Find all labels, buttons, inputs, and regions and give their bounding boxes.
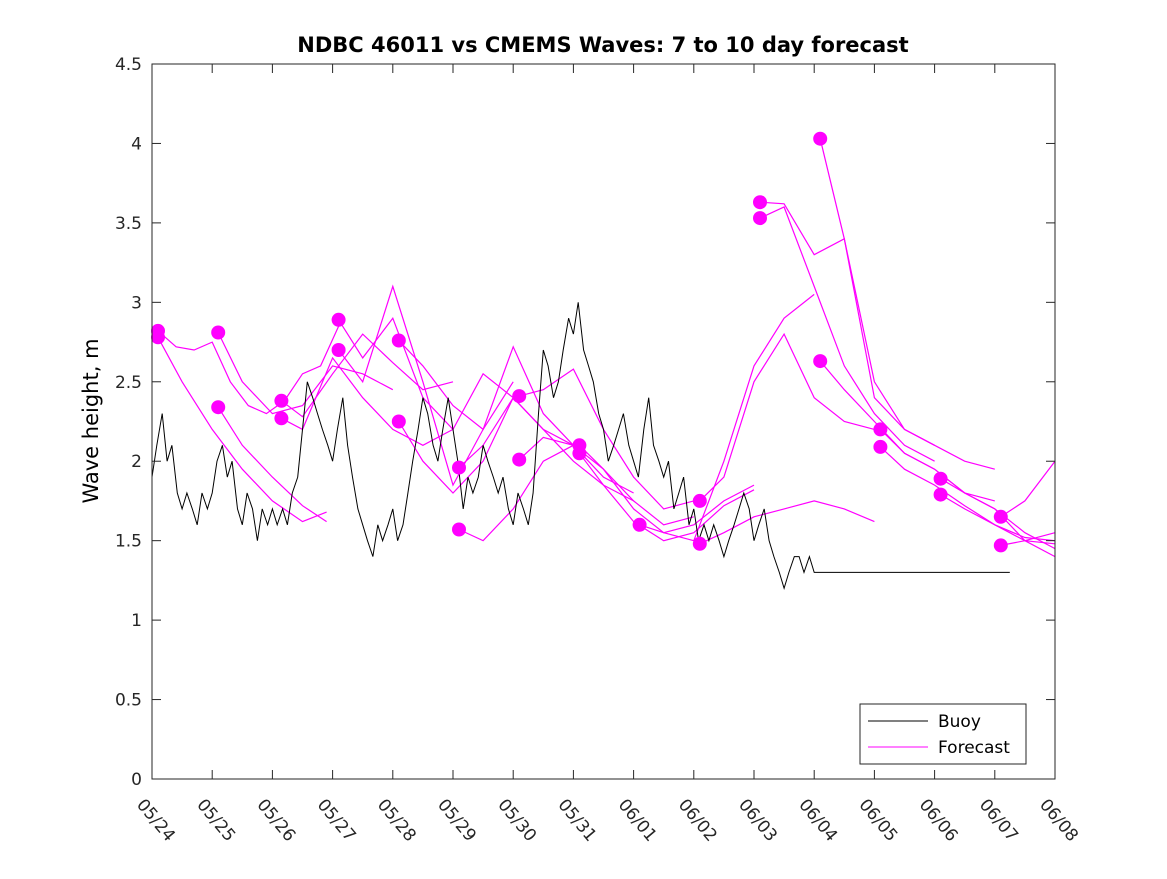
forecast-start-marker	[151, 330, 165, 345]
buoy-series-line	[151, 302, 1010, 591]
forecast-start-marker	[391, 414, 406, 429]
forecast-series-line	[458, 396, 634, 502]
forecast-start-marker	[331, 343, 346, 357]
forecast-start-marker	[632, 517, 647, 532]
forecast-start-marker	[211, 400, 226, 415]
x-tick-label: 05/31	[554, 795, 601, 845]
plot-area-frame	[151, 63, 1056, 780]
forecast-start-marker	[391, 333, 406, 348]
forecast-start-marker	[873, 422, 888, 437]
forecast-start-marker	[211, 325, 226, 340]
y-axis: 0 0.5 1 1.5 2 2.5 3 3.5 4 4.5	[115, 55, 1055, 790]
forecast-start-marker	[512, 389, 527, 404]
y-tick-label: 1	[131, 611, 142, 631]
forecast-series-line	[398, 340, 574, 446]
y-tick-label: 3	[131, 293, 142, 313]
forecast-series-line	[940, 478, 1056, 545]
x-tick-label: 06/08	[1035, 795, 1082, 845]
legend: Buoy Forecast	[859, 703, 1027, 765]
x-tick-label: 06/07	[975, 795, 1022, 845]
buoy-series-group	[151, 302, 1010, 591]
chart-title: NDBC 46011 vs CMEMS Waves: 7 to 10 day f…	[297, 33, 908, 57]
x-tick-label: 05/30	[493, 795, 540, 845]
forecast-start-marker	[993, 538, 1008, 553]
x-tick-label: 05/24	[132, 795, 179, 845]
y-tick-label: 0.5	[115, 691, 142, 711]
forecast-start-marker	[873, 439, 888, 454]
y-axis-label: Wave height, m	[79, 338, 103, 503]
x-tick-label: 06/04	[794, 795, 841, 845]
x-tick-label: 05/28	[373, 795, 420, 845]
forecast-start-marker	[933, 487, 948, 502]
forecast-start-marker	[512, 452, 527, 467]
forecast-start-marker	[813, 354, 828, 369]
forecast-start-marker	[753, 211, 767, 226]
forecast-series-line	[578, 444, 755, 534]
legend-forecast-label: Forecast	[938, 738, 1010, 758]
forecast-start-marker	[753, 195, 767, 210]
forecast-start-marker	[993, 509, 1008, 524]
forecast-series-line	[1000, 460, 1056, 518]
forecast-series-line	[759, 201, 935, 446]
forecast-series-line	[759, 206, 935, 462]
forecast-start-marker	[813, 131, 828, 146]
forecast-start-marker	[331, 312, 346, 327]
forecast-marker-group	[151, 131, 1008, 553]
forecast-series-line	[1000, 532, 1056, 546]
forecast-series-line	[879, 428, 1056, 550]
x-tick-label: 05/27	[313, 795, 360, 845]
forecast-start-marker	[692, 536, 707, 551]
forecast-start-marker	[572, 446, 587, 461]
forecast-start-marker	[452, 522, 466, 537]
y-tick-label: 4.5	[115, 55, 142, 75]
legend-box	[859, 703, 1027, 765]
y-tick-label: 1.5	[115, 532, 142, 552]
forecast-start-marker	[274, 411, 289, 426]
forecast-start-marker	[274, 393, 289, 408]
x-tick-label: 06/01	[614, 795, 661, 845]
forecast-series-line	[157, 325, 340, 415]
x-tick-label: 06/02	[674, 795, 721, 845]
x-tick-label: 06/06	[915, 795, 962, 845]
x-tick-label: 06/05	[855, 795, 902, 845]
forecast-series-line	[217, 406, 327, 523]
x-tick-label: 06/03	[734, 795, 781, 845]
forecast-series-line	[699, 332, 875, 502]
forecast-series-line	[281, 333, 454, 418]
x-tick-label: 05/25	[192, 795, 239, 845]
forecast-series-line	[217, 332, 394, 415]
forecast-series-line	[639, 293, 815, 542]
forecast-start-marker	[452, 460, 466, 475]
y-tick-label: 0	[131, 770, 142, 790]
forecast-series-line	[699, 500, 875, 545]
forecast-series-line	[458, 444, 634, 542]
y-tick-label: 3.5	[115, 214, 142, 234]
x-tick-label: 05/26	[253, 795, 300, 845]
y-tick-label: 2	[131, 452, 142, 472]
y-tick-label: 2.5	[115, 373, 142, 393]
forecast-series-line	[338, 284, 514, 487]
forecast-start-marker	[692, 493, 707, 508]
forecast-series-line	[157, 337, 327, 523]
x-tick-label: 05/29	[433, 795, 480, 845]
forecast-series-line	[578, 452, 755, 542]
legend-buoy-label: Buoy	[938, 712, 981, 732]
forecast-start-marker	[933, 471, 948, 486]
forecast-series-line	[819, 138, 995, 470]
forecast-series-line	[398, 396, 574, 494]
y-tick-label: 4	[131, 134, 142, 154]
